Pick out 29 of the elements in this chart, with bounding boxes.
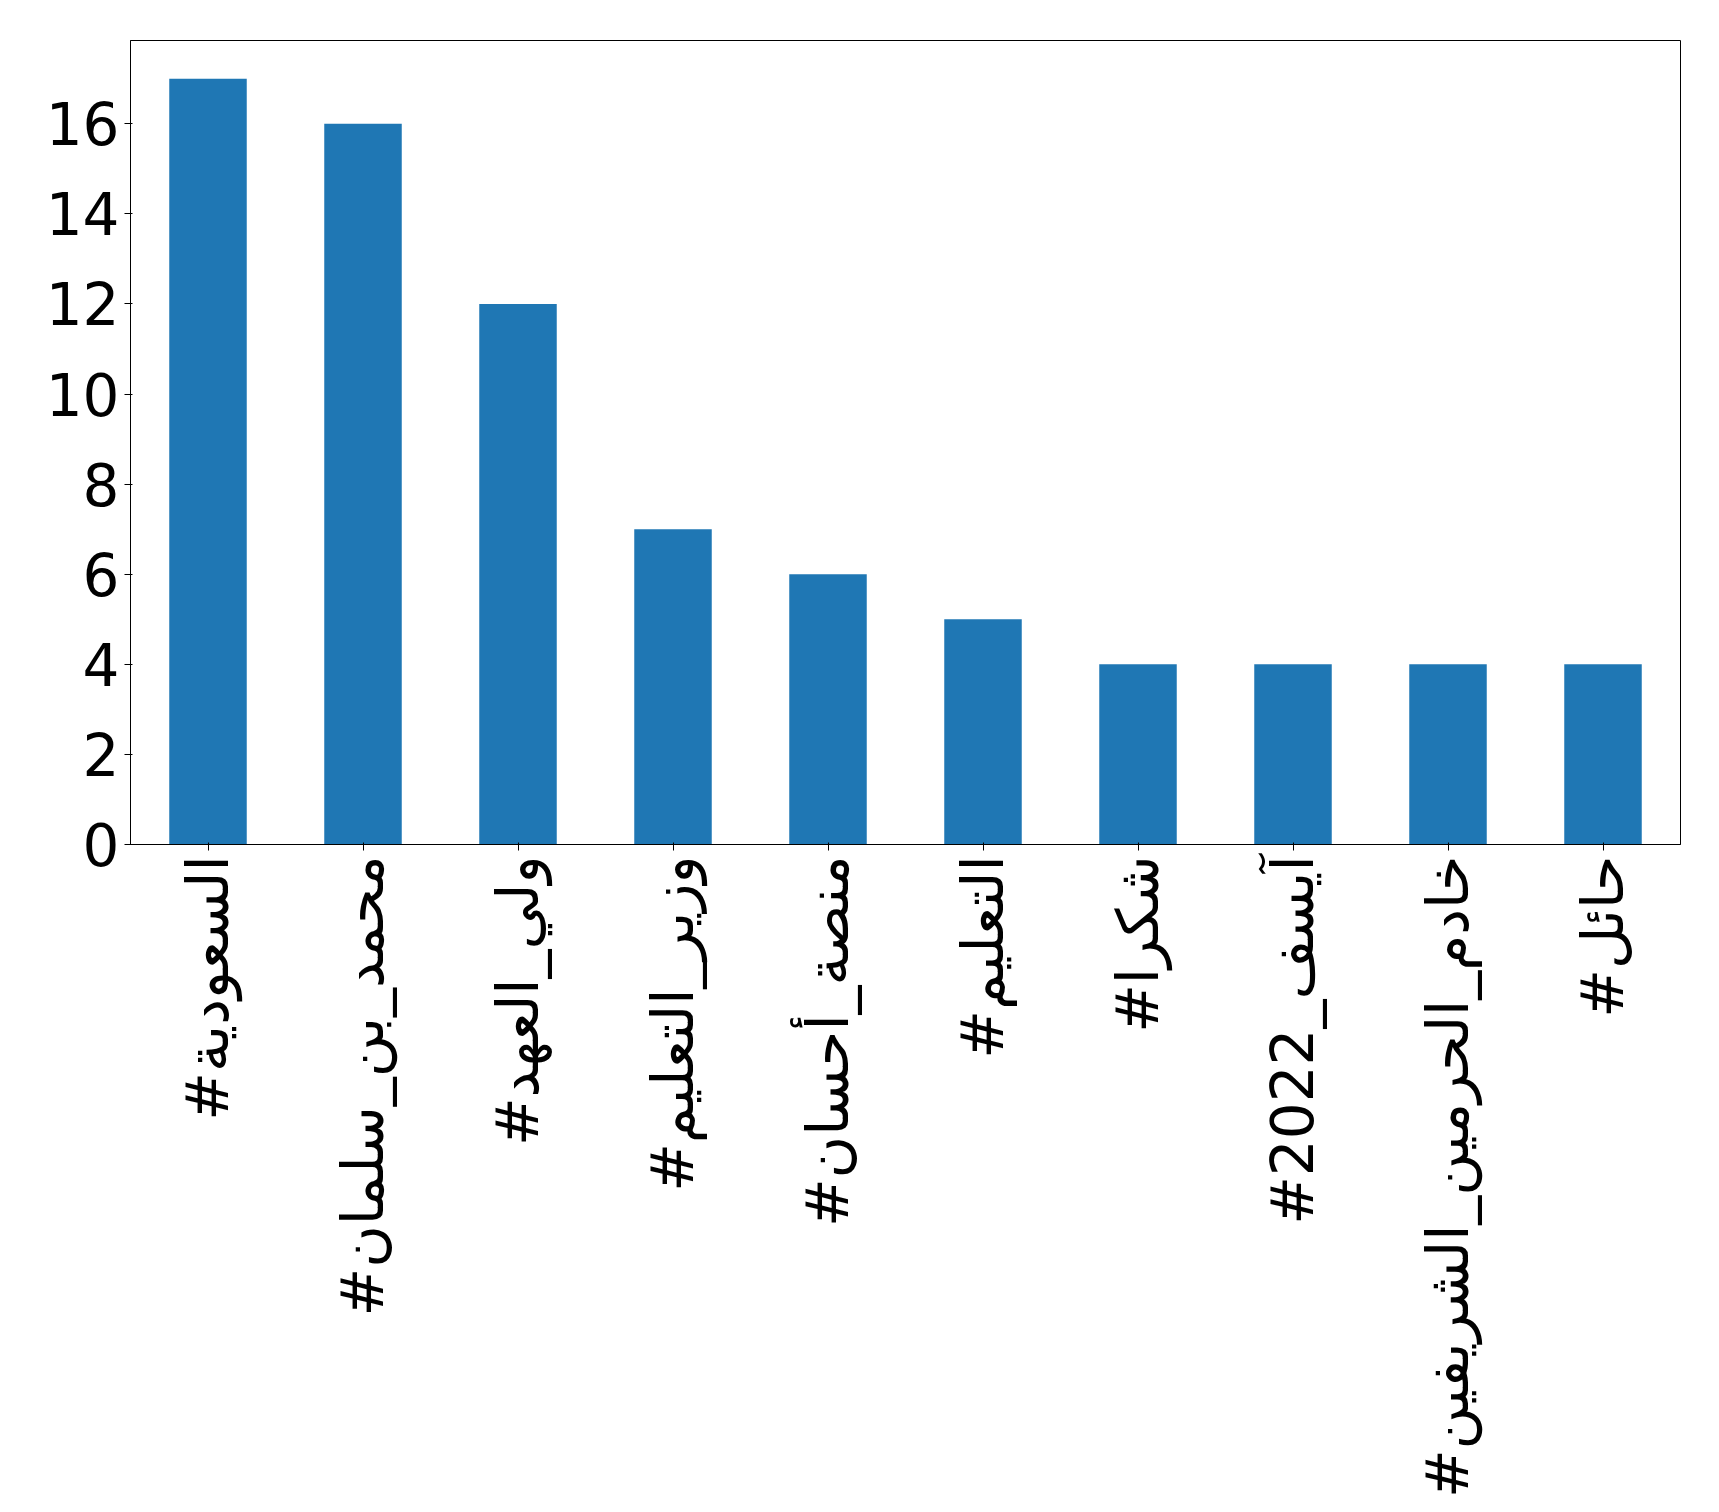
x-tick-label: #التعليم (949, 855, 1017, 1059)
y-tick-label: 14 (45, 181, 120, 250)
y-tick-label: 16 (45, 91, 120, 160)
bar (1254, 664, 1332, 845)
bar (169, 78, 247, 845)
y-tick-label: 12 (45, 271, 120, 340)
bar (1564, 664, 1642, 845)
bar (1099, 664, 1177, 845)
x-tick-label: #خادم_الحرمين_الشريفين (1414, 855, 1483, 1498)
y-tick-label: 10 (45, 361, 120, 430)
bar (479, 304, 557, 845)
bar (789, 574, 867, 845)
y-tick-label: 4 (82, 631, 120, 700)
x-tick-label: #وزير_التعليم (639, 855, 708, 1192)
bar (1409, 664, 1487, 845)
x-tick-label: #آيسف_2022 (1258, 852, 1327, 1225)
bar (634, 529, 712, 845)
y-tick-label: 6 (82, 541, 120, 610)
x-tick-label: #منصة_أحسان (790, 855, 862, 1228)
x-tick-label: #السعودية (174, 855, 243, 1121)
x-tick-label: #محمد_بن_سلمان (329, 855, 398, 1317)
bar (324, 123, 402, 845)
x-tick-label: #ولي_العهد (484, 855, 553, 1147)
x-tick-label: #شكرا (1104, 855, 1173, 1033)
y-tick-label: 0 (82, 812, 120, 880)
bar (944, 619, 1022, 845)
y-tick-label: 2 (82, 721, 120, 790)
x-tick-label: #حائل (1569, 855, 1637, 1018)
y-tick-label: 8 (82, 451, 120, 520)
